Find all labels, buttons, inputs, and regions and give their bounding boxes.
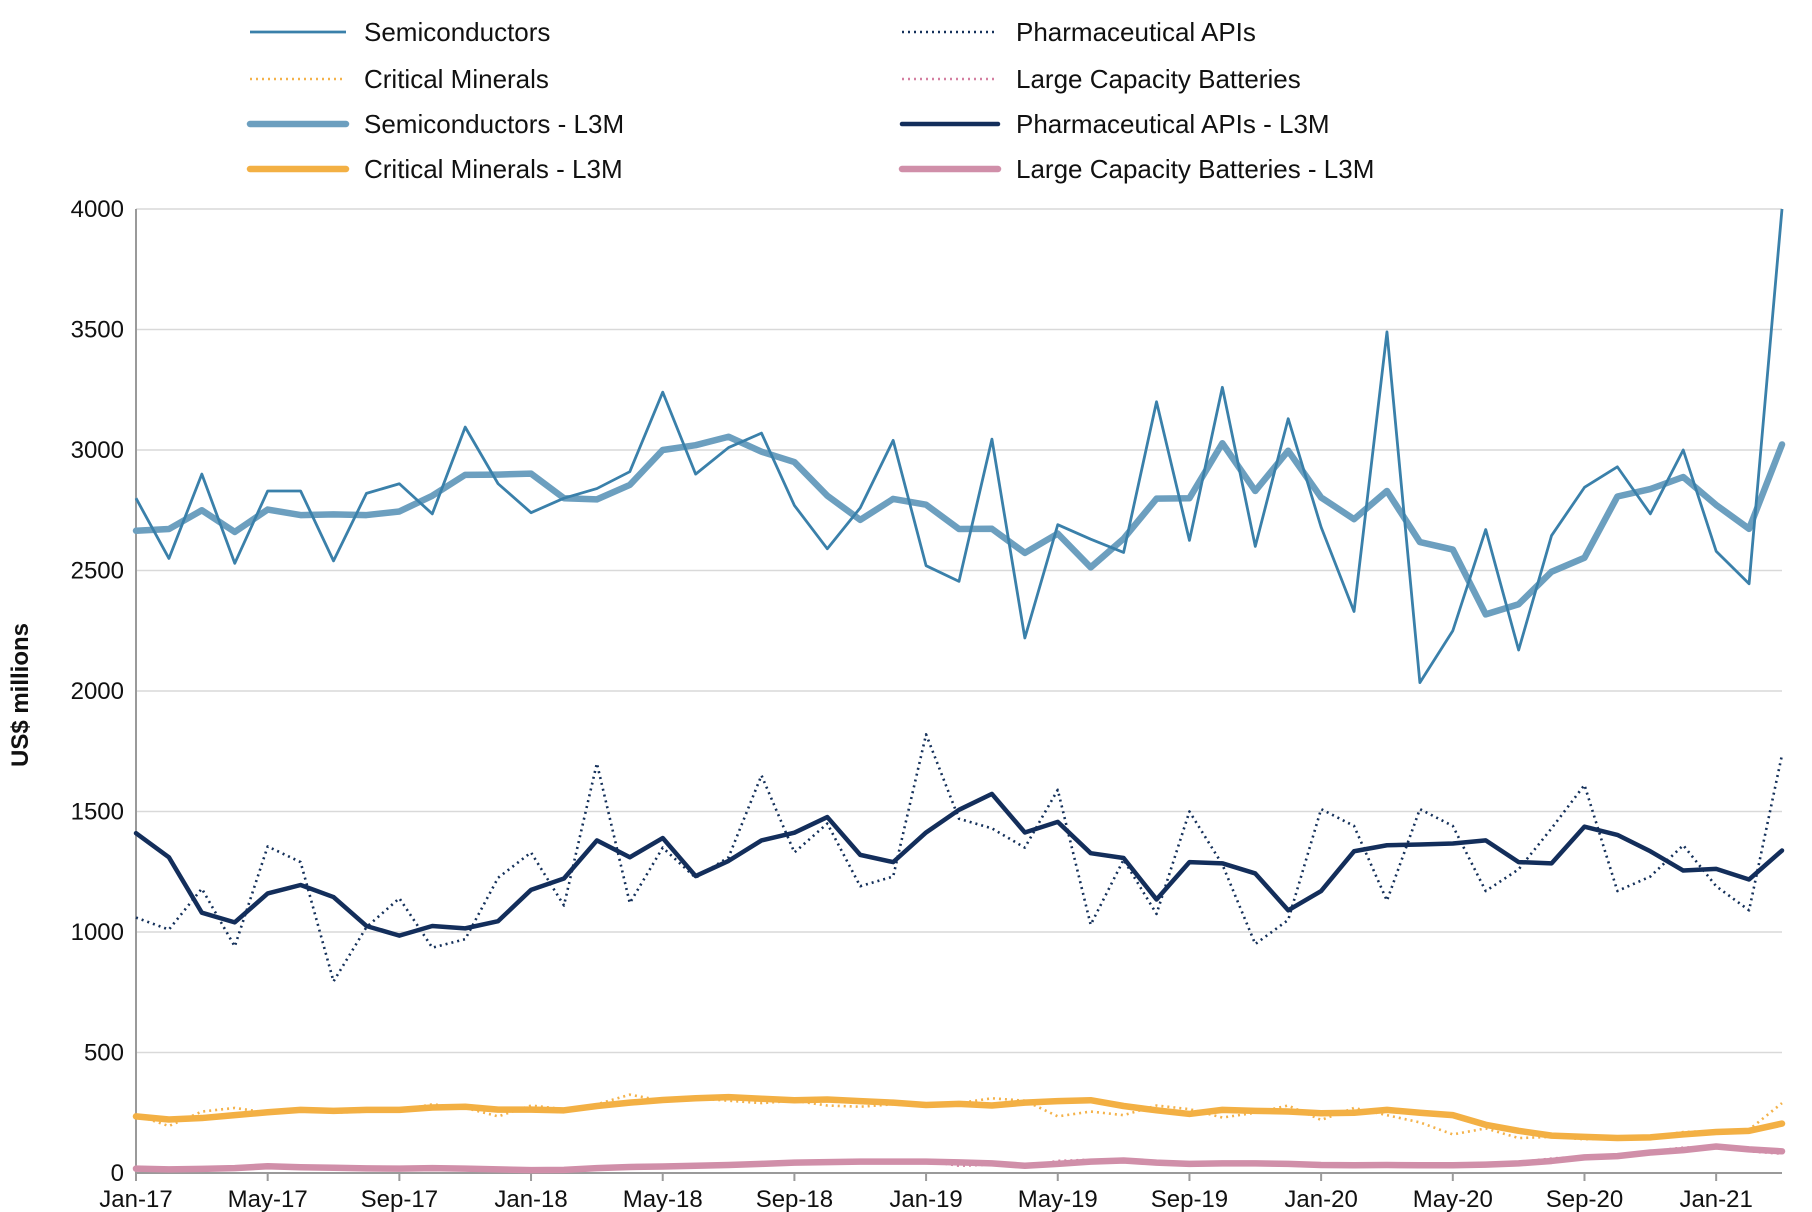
y-tick-label-0: 0 — [111, 1160, 124, 1187]
y-axis-ticks: 0 500 1000 1500 2000 2500 3000 3500 4000 — [71, 196, 124, 1187]
x-tick-label-may-17: May-17 — [228, 1186, 308, 1212]
series-line-critical-minerals-l3m — [132, 1093, 1786, 1142]
legend-label-large-capacity-batteries-l3m: Large Capacity Batteries - L3M — [1016, 154, 1374, 184]
series-line-semiconductors-l3m — [132, 433, 1786, 618]
y-tick-label-4000: 4000 — [71, 196, 124, 223]
legend: Semiconductors Pharmaceutical APIs Critica… — [246, 17, 1374, 184]
series-line-large-capacity-batteries-l3m — [132, 1143, 1786, 1174]
legend-label-large-capacity-batteries: Large Capacity Batteries — [1016, 64, 1301, 94]
series-line-pharmaceutical-apis-l3m — [133, 791, 1785, 938]
y-tick-label-1500: 1500 — [71, 799, 124, 826]
x-tick-label-jan-17: Jan-17 — [99, 1186, 172, 1212]
x-tick-label-jan-20: Jan-20 — [1284, 1186, 1357, 1212]
legend-label-semiconductors: Semiconductors — [364, 17, 550, 47]
legend-label-critical-minerals-l3m: Critical Minerals - L3M — [364, 154, 623, 184]
y-tick-label-2000: 2000 — [71, 678, 124, 705]
x-axis-ticks: Jan-17 May-17 Sep-17 Jan-18 May-18 Sep-18 Jan-… — [99, 1173, 1753, 1212]
legend-label-semiconductors-l3m: Semiconductors - L3M — [364, 109, 624, 139]
legend-label-pharmaceutical-apis-l3m: Pharmaceutical APIs - L3M — [1016, 109, 1330, 139]
gridlines — [136, 208, 1782, 1054]
axes — [135, 209, 1782, 1174]
y-tick-label-3500: 3500 — [71, 317, 124, 344]
x-tick-label-sep-17: Sep-17 — [361, 1186, 438, 1212]
x-tick-label-sep-20: Sep-20 — [1546, 1186, 1623, 1212]
x-tick-label-jan-21: Jan-21 — [1679, 1186, 1752, 1212]
series-line-pharmaceutical-apis — [135, 733, 1784, 983]
x-tick-label-sep-19: Sep-19 — [1151, 1186, 1228, 1212]
y-tick-label-3000: 3000 — [71, 437, 124, 464]
x-tick-label-sep-18: Sep-18 — [756, 1186, 833, 1212]
x-tick-label-may-20: May-20 — [1413, 1186, 1493, 1212]
y-tick-label-500: 500 — [84, 1040, 124, 1067]
x-tick-label-jan-18: Jan-18 — [494, 1186, 567, 1212]
x-tick-label-jan-19: Jan-19 — [889, 1186, 962, 1212]
y-tick-label-2500: 2500 — [71, 558, 124, 585]
x-tick-label-may-18: May-18 — [623, 1186, 703, 1212]
x-tick-label-may-19: May-19 — [1018, 1186, 1098, 1212]
legend-label-pharmaceutical-apis: Pharmaceutical APIs — [1016, 17, 1256, 47]
y-tick-label-1000: 1000 — [71, 919, 124, 946]
series-line-semiconductors — [134, 208, 1784, 684]
series-group — [132, 208, 1786, 1174]
legend-label-critical-minerals: Critical Minerals — [364, 64, 549, 94]
y-axis-title: US$ millions — [7, 623, 34, 767]
